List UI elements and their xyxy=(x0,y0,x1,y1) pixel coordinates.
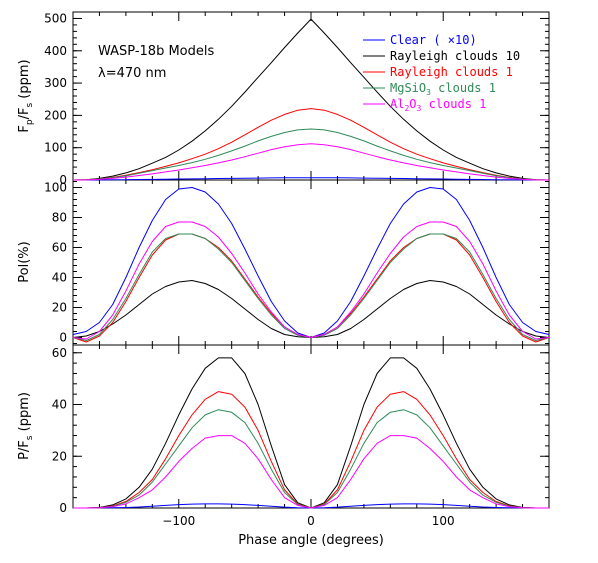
top-ylabel-mid: /F xyxy=(17,108,32,120)
panel-top-frame xyxy=(72,11,550,181)
xtick-label: 100 xyxy=(432,514,455,528)
legend-label-clear: Clear ( ×10) xyxy=(390,33,477,47)
bottom-ylabel-main: P/F xyxy=(17,440,32,460)
ytick-label: 100 xyxy=(44,141,67,155)
ytick-label: 40 xyxy=(52,271,67,285)
mgsio3-suffix: clouds 1 xyxy=(431,81,496,95)
series-line-bottom-mgsio3 xyxy=(73,409,549,509)
series-line-bottom-ray10 xyxy=(73,357,549,509)
series-line-top-ray1 xyxy=(72,108,550,181)
legend-label-mgsio3: MgSiO3 clouds 1 xyxy=(390,81,496,97)
annotation-wavelength: λ=470 nm xyxy=(98,66,166,81)
series-line-middle-clear xyxy=(72,187,550,338)
series-line-bottom-al2o3 xyxy=(73,435,549,509)
legend-label-ray1: Rayleigh clouds 1 xyxy=(390,65,513,79)
series-line-middle-al2o3 xyxy=(72,221,550,340)
top-ylabel-sub2: s xyxy=(25,103,35,108)
series-line-middle-ray10 xyxy=(72,280,550,338)
ytick-label: 300 xyxy=(44,76,67,90)
panel-middle-frame xyxy=(72,179,550,346)
ytick-label: 400 xyxy=(44,44,67,58)
series-line-top-al2o3 xyxy=(72,143,550,181)
ytick-label: 20 xyxy=(52,301,67,315)
bottom-ylabel-unit: (ppm) xyxy=(17,392,32,435)
ytick-label: 500 xyxy=(44,11,67,25)
legend: Clear ( ×10) Rayleigh clouds 10 Rayleigh… xyxy=(363,33,520,113)
top-ylabel-sub1: p xyxy=(25,119,35,125)
top-ylabel-main: F xyxy=(17,125,32,132)
legend-label-al2o3: Al2O3 clouds 1 xyxy=(390,97,486,113)
panel-bottom-ylabel: P/Fs (ppm) xyxy=(17,392,35,460)
ytick-label: 200 xyxy=(44,108,67,122)
series-line-middle-ray1 xyxy=(72,233,550,343)
series-line-middle-mgsio3 xyxy=(72,233,550,341)
ytick-label: 0 xyxy=(59,331,67,345)
ytick-label: 60 xyxy=(52,241,67,255)
mgsio3-prefix: MgSiO xyxy=(390,81,426,95)
ytick-label: 0 xyxy=(59,501,67,515)
legend-label-ray10: Rayleigh clouds 10 xyxy=(390,49,520,63)
ytick-label: 20 xyxy=(52,449,67,463)
al2o3-prefix: Al xyxy=(390,97,404,111)
al2o3-sub2: 3 xyxy=(417,104,422,113)
panel-top-ylabel: Fp/Fs (ppm) xyxy=(17,59,35,132)
top-ylabel-unit: (ppm) xyxy=(17,59,32,102)
xtick-label: 0 xyxy=(307,514,315,528)
bottom-ylabel-sub: s xyxy=(25,435,35,440)
series-line-top-mgsio3 xyxy=(72,128,550,181)
xtick-label: −100 xyxy=(162,514,195,528)
al2o3-mid: O xyxy=(409,97,416,111)
ytick-label: 80 xyxy=(52,211,67,225)
ytick-label: 40 xyxy=(52,398,67,412)
annotation-model: WASP-18b Models xyxy=(98,44,214,59)
panel-middle-ylabel: Pol(%) xyxy=(17,241,32,282)
series-line-top-ray10 xyxy=(72,18,550,181)
panel-bottom-frame xyxy=(72,344,550,509)
ytick-label: 100 xyxy=(44,181,67,195)
series-line-top-clear xyxy=(73,177,549,181)
mgsio3-sub: 3 xyxy=(426,88,431,97)
ytick-label: 0 xyxy=(59,173,67,187)
al2o3-suffix: clouds 1 xyxy=(421,97,486,111)
x-axis-label: Phase angle (degrees) xyxy=(238,533,384,548)
al2o3-sub1: 2 xyxy=(404,104,409,113)
ytick-label: 60 xyxy=(52,346,67,360)
series-lines xyxy=(72,18,550,509)
